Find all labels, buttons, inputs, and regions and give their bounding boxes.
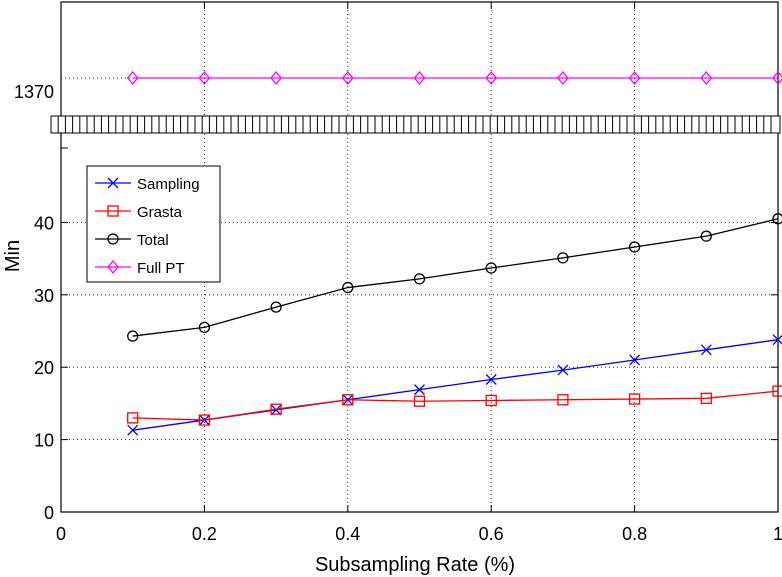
- point-marker: [772, 385, 782, 397]
- point-marker: [628, 241, 641, 253]
- series-full-pt: [126, 70, 782, 86]
- point-marker: [413, 273, 426, 285]
- point-marker: [270, 403, 282, 415]
- y-tick-label: 10: [34, 431, 54, 451]
- y-tick-label: 20: [34, 358, 54, 378]
- point-marker: [700, 344, 712, 356]
- point-marker: [629, 354, 641, 366]
- y-tick-label: 30: [34, 286, 54, 306]
- point-marker: [485, 394, 497, 407]
- point-marker: [198, 70, 211, 86]
- plot-frame: [60, 1, 779, 513]
- legend-label: Sampling: [137, 176, 200, 193]
- x-tick-label: 0: [56, 524, 66, 544]
- point-marker: [270, 404, 282, 416]
- point-marker: [107, 205, 119, 217]
- x-axis-label: Subsampling Rate (%): [315, 554, 515, 576]
- legend-label: Grasta: [137, 204, 183, 221]
- point-marker: [628, 393, 641, 405]
- point-marker: [414, 384, 425, 396]
- legend-label: Total: [137, 232, 169, 249]
- x-tick-label: 0.8: [622, 524, 647, 544]
- series-total: [127, 213, 782, 342]
- point-marker: [107, 259, 119, 275]
- y-axis-label: Min: [2, 240, 24, 272]
- point-marker: [413, 70, 426, 86]
- point-marker: [107, 233, 119, 245]
- legend-item: Total: [95, 232, 169, 249]
- x-tick-label: 0.2: [192, 524, 217, 544]
- point-marker: [628, 70, 641, 86]
- legend-label: Full PT: [137, 260, 185, 277]
- series-line: [132, 218, 779, 337]
- axes: [60, 1, 779, 513]
- legend-item: Grasta: [95, 204, 183, 221]
- point-marker: [557, 364, 569, 376]
- point-marker: [198, 321, 211, 334]
- y-tick-label: 40: [34, 213, 54, 233]
- point-marker: [557, 70, 569, 86]
- point-marker: [700, 392, 712, 404]
- series-sampling: [127, 334, 782, 436]
- point-marker: [557, 394, 569, 406]
- legend-item: Sampling: [95, 176, 200, 193]
- legend-box: [86, 165, 221, 283]
- point-marker: [270, 301, 282, 313]
- point-marker: [270, 70, 282, 86]
- series-grasta: [127, 385, 782, 426]
- point-marker: [198, 414, 211, 426]
- series-layer: [126, 70, 782, 436]
- y-tick-label-upper: 1370: [14, 82, 54, 102]
- point-marker: [127, 424, 139, 436]
- x-tick-label: 0.4: [335, 524, 360, 544]
- point-marker: [485, 374, 497, 385]
- point-marker: [107, 177, 119, 189]
- point-marker: [342, 281, 354, 294]
- point-marker: [485, 262, 497, 274]
- point-marker: [127, 412, 139, 424]
- legend-item: Full PT: [95, 259, 185, 277]
- y-tick-label: 0: [44, 503, 54, 523]
- x-tick-label: 1: [773, 524, 782, 544]
- point-marker: [126, 70, 139, 86]
- point-marker: [772, 70, 782, 86]
- x-tick-label: 0.6: [479, 524, 504, 544]
- point-marker: [772, 213, 782, 225]
- legend: Sampling Grasta Total Full PT: [86, 165, 221, 283]
- series-line: [132, 390, 779, 421]
- point-marker: [127, 330, 139, 342]
- point-marker: [413, 395, 426, 407]
- point-marker: [341, 70, 354, 86]
- point-marker: [485, 70, 498, 86]
- axis-break-band: [50, 115, 781, 134]
- point-marker: [700, 70, 713, 86]
- point-marker: [772, 334, 782, 346]
- point-marker: [700, 230, 712, 242]
- point-marker: [342, 394, 354, 406]
- point-marker: [557, 252, 569, 264]
